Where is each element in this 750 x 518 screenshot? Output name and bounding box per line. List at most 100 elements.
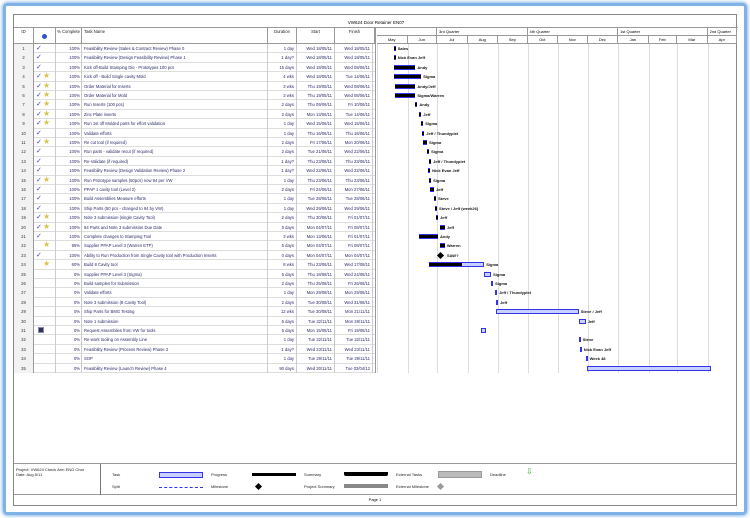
table-row[interactable]: 16 ✓ 100% PPAP 1 cavity tool (Level 2) 2 day… [14,185,375,195]
table-row[interactable]: 27 0% Validate efforts 1 day Mon 29/08/11 Mon… [14,288,375,298]
col-header-start[interactable]: Start [297,28,335,44]
task-finish: Fri 10/06/11 [335,100,373,110]
table-row[interactable]: 26 0% Build samples for Submission 2 days Th… [14,279,375,289]
table-row[interactable]: 19 ✓ ★ 100% Note 3 submission (single Cavity… [14,213,375,223]
task-finish: Wed 18/05/11 [335,44,373,54]
task-pct-complete: 0% [56,269,82,279]
table-row[interactable]: 13 ✓ 100% Re-Validate (if required) 1 day? Th… [14,156,375,167]
table-row[interactable]: 32 0% Re-work tooling on Assembly Line 1 da… [14,335,375,345]
task-indicators: ✓ [34,44,56,54]
note-icon[interactable]: ★ [43,138,51,146]
legend-milestone-diamond-icon [254,482,263,491]
legend-milestone-label: Milestone [211,484,229,489]
legend-split-swatch [159,487,203,488]
table-row[interactable]: 9 ✓ ★ 100% Run 1st off Molded parts for effo… [14,119,375,129]
task-bar[interactable] [495,290,498,296]
timescale-quarter: 3rd Quarter [437,28,528,36]
col-header-id[interactable]: ID [14,28,34,44]
table-row[interactable]: 6 ✓ ★ 100% Order Material for Mold 3 wks Thu 1… [14,91,375,101]
table-row[interactable]: 31 0% Request Assemblies from VW for tools… [14,326,375,336]
task-bar[interactable] [491,281,494,286]
note-icon[interactable]: ★ [43,222,51,231]
project-info: Project: VW624 Check Arm ENG Char Date: … [16,467,100,477]
timescale-month: Apr [707,36,737,44]
legend-summary-swatch [344,472,388,476]
task-id: 19 [14,213,34,223]
col-header-duration[interactable]: Duration [268,28,297,44]
table-row[interactable]: 8 ✓ ★ 100% Zinc Plate inserts 2 days Mon 13/06… [14,109,375,120]
task-finish: Wed 23/11/11 [335,344,373,355]
task-indicators: ✓ [34,185,56,195]
task-name: Note 1 submission [82,316,268,326]
table-row[interactable]: 18 ✓ 100% Ship Parts (50 pcs - changed to 9… [14,203,375,214]
note-icon[interactable]: ★ [43,175,51,184]
table-row[interactable]: 7 ✓ ★ 100% Run Inserts (100 pcs) 2 days Thu 09… [14,100,375,110]
task-indicators [34,297,56,308]
task-bar[interactable] [585,356,588,362]
note-icon[interactable]: ★ [43,72,51,81]
table-row[interactable]: 11 ✓ ★ 100% Re cut tool (if required) 2 days F… [14,138,375,148]
table-row[interactable]: 10 ✓ 100% Validate efforts 1 day Thu 16/06/11… [14,128,375,138]
resource-label: Steve / Jeff [580,309,602,315]
progress-bar [419,235,438,238]
task-duration: 1 day [268,128,297,138]
table-row[interactable]: 35 0% Feasibility Review (Launch Review) P… [14,363,375,373]
col-header-finish[interactable]: Finish [335,28,375,44]
table-row[interactable]: 5 ✓ ★ 100% Order Material for Inserts 3 wks Th… [14,81,375,91]
table-row[interactable]: 17 ✓ 100% Build Assemblies Measure efforts 1… [14,194,375,204]
table-row[interactable]: 28 0% Note 3 submission (8 Cavity Tool) 2 d… [14,297,375,308]
col-header-name[interactable]: Task Name [82,28,268,44]
task-name: Run parts - validate recut (if required) [82,147,268,157]
table-row[interactable]: 34 0% SOP 1 day Tue 29/11/11 Tue 29/11/11 [14,354,375,364]
table-row[interactable]: 24 ★ 60% Build 8 Cavity tool 8 wks Thu 23/06/… [14,260,375,270]
task-finish: Wed 31/08/11 [335,297,373,308]
task-pct-complete: 100% [56,119,82,129]
note-icon[interactable]: ★ [43,119,51,128]
completed-check-icon: ✓ [36,54,42,62]
task-bar[interactable] [481,328,487,333]
gridline [707,44,709,373]
table-row[interactable]: 21 ✓ 100% Complete changes to Stamping Tool… [14,232,375,242]
task-indicators: ✓ [34,62,56,73]
task-pct-complete: 100% [56,91,82,101]
table-row[interactable]: 25 0% Supplier PPAP Level 3 (Sigma) 5 days T… [14,269,375,279]
resource-label: Jeff [440,215,448,221]
table-row[interactable]: 4 ✓ ★ 100% Kick off - Build Single cavity Mo… [14,72,375,82]
table-row[interactable]: 12 ✓ 100% Run parts - validate recut (if re… [14,147,375,157]
task-bar[interactable] [578,318,586,324]
table-row[interactable]: 33 0% Feasibility Review (Process Review) … [14,344,375,355]
table-row[interactable]: 2 ✓ 100% Feasibility Review (Design Feasibi… [14,53,375,63]
table-row[interactable]: 29 0% Ship Parts for BMG Testing 12 wks Tue … [14,307,375,317]
task-pct-complete: 100% [56,232,82,242]
table-row[interactable]: 15 ✓ ★ 100% Run Prototype samples (50pcs) no… [14,175,375,185]
note-icon[interactable]: ★ [43,260,51,269]
col-header-pct[interactable]: % Complete [56,28,82,44]
note-icon[interactable]: ★ [43,109,51,118]
note-icon[interactable]: ★ [43,100,51,109]
col-header-indicators[interactable] [34,28,56,44]
completed-check-icon: ✓ [36,82,42,90]
timescale-month: Jan [618,36,649,44]
table-row[interactable]: 1 ✓ 100% Feasibility Review (Sales & Contra… [14,44,375,54]
note-icon[interactable]: ★ [43,213,51,222]
table-row[interactable]: 14 ✓ 100% Feasibility Review (Design Valida… [14,166,375,176]
task-bar[interactable] [586,365,711,371]
task-bar[interactable] [484,271,492,277]
note-icon[interactable]: ★ [43,91,51,99]
task-bar[interactable] [578,337,581,343]
table-row[interactable]: 22 ★ 95% Supplier PPAP Level 3 (Warren ETP)… [14,241,375,251]
task-id: 33 [14,344,34,355]
table-row[interactable]: 30 0% Note 1 submission 5 days Tue 22/11/11 M… [14,316,375,326]
task-bar[interactable] [496,299,499,305]
table-row[interactable]: 20 ✓ ★ 100% 94 Parts and Note 3 submission D… [14,222,375,232]
note-icon[interactable]: ★ [43,241,51,250]
task-bar[interactable] [496,309,579,315]
task-finish: Fri 01/07/11 [335,213,373,223]
task-bar[interactable] [579,346,582,352]
note-icon[interactable]: ★ [43,81,51,90]
table-row[interactable]: 3 ✓ 100% Kick off-Build Stamping Die - Prot… [14,62,375,73]
task-indicators [34,326,56,336]
table-row[interactable]: 23 ✓ 100% Ability to Run Production from Si… [14,250,375,261]
completed-check-icon: ✓ [36,233,42,240]
resource-label: Steve [582,337,594,343]
